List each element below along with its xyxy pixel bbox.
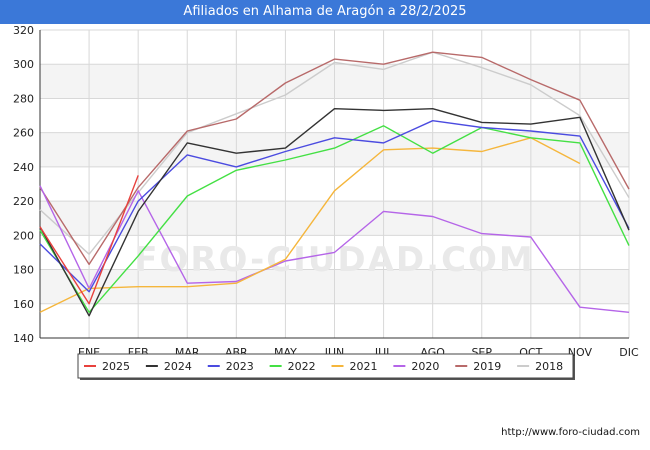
y-tick-label: 320 (13, 24, 34, 37)
legend-label-2025: 2025 (102, 360, 130, 373)
series-line-2020 (39, 185, 630, 313)
source-url[interactable]: http://www.foro-ciudad.com (501, 427, 640, 438)
legend-label-2023: 2023 (226, 360, 254, 373)
y-tick-label: 180 (13, 264, 34, 277)
series-line-2025 (39, 175, 139, 305)
y-tick-label: 220 (13, 195, 34, 208)
legend-box (77, 353, 574, 379)
line-chart: FORO-CIUDAD.COM 140 160 180 200 220 240 260 280 3… (13, 24, 639, 380)
series-line-2021 (39, 137, 581, 313)
series-line-2024 (39, 108, 630, 317)
series-line-2018 (39, 51, 630, 255)
legend-label-2019: 2019 (473, 360, 501, 373)
chart-title: Afiliados en Alhama de Aragón a 28/2/202… (0, 0, 650, 24)
legend-label-2024: 2024 (164, 360, 192, 373)
series-line-2019 (39, 51, 630, 266)
series-line-2023 (39, 120, 630, 293)
y-tick-label: 140 (13, 332, 34, 345)
x-tick-label: DIC (619, 346, 639, 359)
legend-label-2018: 2018 (535, 360, 563, 373)
y-tick-label: 240 (13, 161, 34, 174)
series-line-2022 (39, 125, 630, 313)
y-tick-label: 160 (13, 298, 34, 311)
legend-label-2021: 2021 (350, 360, 378, 373)
x-tick-label: NOV (568, 346, 593, 359)
y-tick-label: 260 (13, 127, 34, 140)
y-tick-label: 280 (13, 92, 34, 105)
legend-label-2022: 2022 (288, 360, 316, 373)
legend-label-2020: 2020 (411, 360, 439, 373)
watermark: FORO-CIUDAD.COM (134, 240, 535, 280)
y-tick-label: 200 (13, 229, 34, 242)
y-tick-label: 300 (13, 58, 34, 71)
